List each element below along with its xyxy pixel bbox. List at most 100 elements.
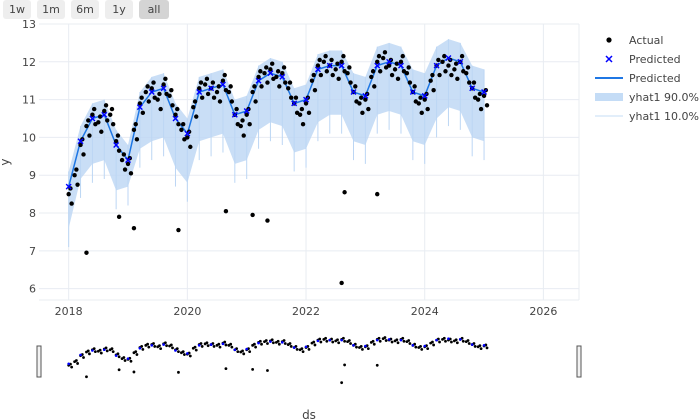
slider-point	[277, 342, 281, 346]
slider-predicted-point	[411, 344, 415, 347]
slider-point	[347, 339, 351, 342]
actual-point	[74, 167, 79, 172]
slider-point	[266, 369, 269, 372]
actual-point	[452, 67, 457, 72]
actual-point	[369, 74, 374, 80]
legend-item[interactable]: yhat1 90.0%	[595, 91, 699, 104]
actual-point	[134, 137, 140, 142]
legend-item[interactable]: Predicted	[595, 72, 681, 85]
actual-point	[311, 72, 316, 78]
slider-point	[224, 343, 228, 347]
slider-point	[92, 347, 96, 351]
slider-point	[466, 339, 470, 342]
slider-predicted-point	[186, 352, 189, 355]
slider-point	[260, 342, 263, 346]
slider-point	[408, 342, 412, 345]
slider-point	[307, 347, 311, 351]
actual-point	[247, 121, 252, 127]
range-button-1m[interactable]: 1m	[37, 0, 65, 19]
actual-point	[108, 112, 113, 117]
slider-predicted-point	[435, 338, 438, 342]
predicted-marker	[469, 85, 476, 92]
actual-point	[91, 106, 97, 112]
actual-point	[299, 106, 305, 112]
actual-point	[459, 53, 465, 59]
actual-point	[428, 78, 433, 83]
slider-handle-right[interactable]	[576, 345, 582, 378]
actual-point	[416, 101, 421, 106]
actual-point	[315, 63, 321, 68]
range-button-6m[interactable]: 6m	[71, 0, 99, 19]
actual-point	[324, 69, 330, 74]
range-slider[interactable]	[36, 336, 582, 385]
actual-point	[146, 99, 151, 104]
legend-item[interactable]: Predicted	[605, 53, 681, 66]
actual-point	[121, 152, 127, 157]
actual-point	[274, 74, 279, 80]
predicted-marker	[481, 89, 488, 96]
actual-point	[84, 250, 89, 255]
actual-point	[419, 110, 424, 116]
actual-point	[440, 59, 445, 65]
slider-point	[264, 339, 268, 342]
slider-predicted-point	[221, 342, 225, 346]
slider-point	[177, 370, 180, 374]
y-tick-label: 9	[29, 169, 36, 182]
slider-handle-left[interactable]	[36, 345, 42, 378]
actual-point	[131, 127, 137, 133]
slider-point	[478, 344, 482, 348]
slider-point	[229, 342, 233, 346]
slider-point	[236, 350, 240, 354]
slider-point	[288, 342, 292, 345]
legend-label: Predicted	[629, 72, 681, 85]
x-tick-labels: 2018 2020 2022 2024 2026	[55, 305, 558, 318]
slider-point	[163, 341, 167, 345]
slider-predicted-point	[269, 340, 272, 343]
actual-point	[188, 144, 193, 150]
slider-point	[98, 348, 102, 352]
slider-point	[171, 346, 174, 350]
actual-point	[465, 65, 471, 70]
legend-swatch-dot	[606, 37, 612, 43]
slider-point	[132, 370, 136, 374]
x-axis-title: ds	[302, 408, 316, 420]
range-button-1w[interactable]: 1w	[3, 0, 31, 19]
slider-point	[325, 339, 329, 343]
actual-point	[131, 225, 137, 231]
actual-point	[192, 99, 198, 104]
predicted-marker	[208, 85, 215, 92]
slider-point	[300, 347, 304, 351]
actual-point	[268, 67, 273, 72]
legend-item[interactable]: yhat1 10.0%	[595, 110, 699, 123]
slider-predicted-point	[257, 341, 260, 345]
actual-point	[228, 84, 233, 89]
actual-point	[422, 97, 427, 102]
slider-point	[217, 342, 221, 346]
slider-point	[159, 347, 163, 351]
predicted-marker	[421, 92, 428, 99]
predicted-marker	[457, 58, 464, 65]
slider-point	[141, 347, 145, 351]
actual-point	[286, 86, 291, 91]
actual-point	[363, 97, 368, 102]
slider-point	[283, 342, 287, 345]
range-button-all[interactable]: all	[139, 0, 169, 19]
slider-point	[431, 340, 434, 344]
slider-predicted-point	[328, 338, 332, 342]
actual-point	[333, 67, 338, 72]
actual-point	[204, 76, 210, 82]
actual-point	[394, 61, 400, 66]
actual-point	[198, 80, 204, 85]
slider-predicted-point	[470, 343, 474, 346]
legend-item[interactable]: Actual	[606, 34, 663, 47]
slider-point	[337, 341, 341, 345]
actual-point	[137, 101, 143, 106]
actual-point	[176, 227, 181, 233]
slider-predicted-point	[114, 354, 118, 357]
slider-point	[312, 340, 316, 344]
slider-point	[253, 342, 256, 346]
slider-point	[147, 345, 151, 349]
slider-point	[343, 363, 347, 367]
predicted-marker	[267, 70, 274, 77]
range-button-1y[interactable]: 1y	[105, 0, 133, 19]
